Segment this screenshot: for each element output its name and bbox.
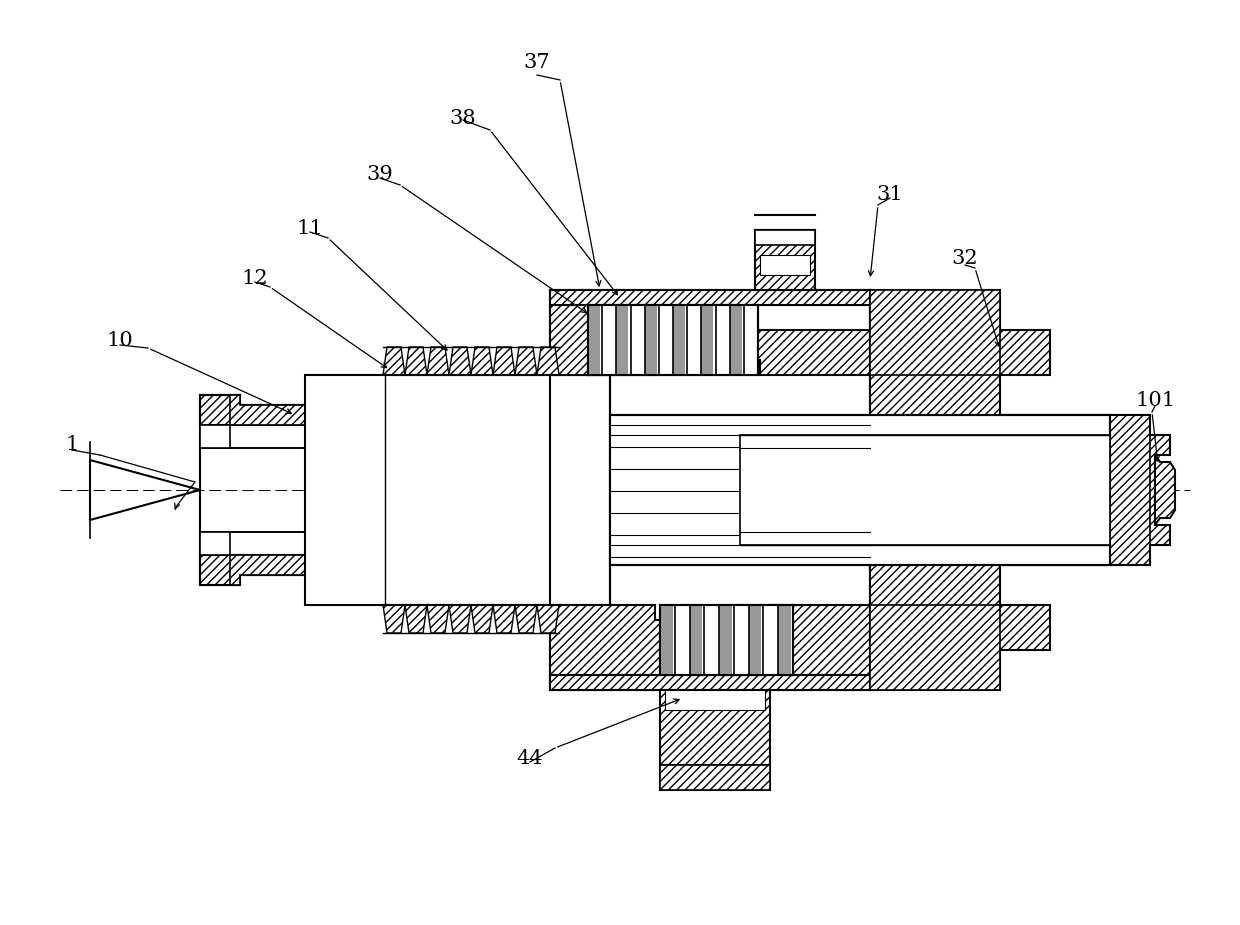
Polygon shape: [551, 290, 870, 305]
Bar: [660, 765, 770, 790]
Bar: [588, 305, 758, 375]
Text: 37: 37: [523, 53, 551, 71]
Bar: [702, 305, 713, 375]
Bar: [760, 255, 810, 275]
Text: 10: 10: [107, 330, 134, 350]
Polygon shape: [383, 605, 405, 633]
Bar: [734, 605, 746, 675]
Polygon shape: [405, 605, 427, 633]
Polygon shape: [870, 290, 999, 375]
Polygon shape: [427, 347, 449, 375]
Polygon shape: [537, 347, 559, 375]
Polygon shape: [405, 347, 427, 375]
Bar: [610, 415, 1110, 565]
Bar: [310, 415, 384, 430]
Bar: [660, 605, 672, 675]
Text: 11: 11: [296, 218, 324, 238]
Bar: [200, 555, 241, 585]
Polygon shape: [200, 395, 384, 448]
Text: 38: 38: [450, 108, 476, 128]
Polygon shape: [551, 305, 870, 375]
Text: 32: 32: [951, 249, 978, 267]
Polygon shape: [1110, 415, 1171, 565]
Bar: [673, 305, 684, 375]
Polygon shape: [755, 230, 815, 290]
Text: 101: 101: [1135, 390, 1176, 410]
Bar: [764, 605, 776, 675]
Bar: [305, 375, 610, 605]
Bar: [675, 605, 687, 675]
Bar: [200, 532, 229, 555]
Text: 12: 12: [242, 268, 268, 288]
Bar: [645, 305, 657, 375]
Polygon shape: [1154, 455, 1176, 525]
Polygon shape: [471, 605, 494, 633]
Bar: [588, 305, 600, 375]
Text: 44: 44: [517, 748, 543, 768]
Polygon shape: [660, 690, 770, 765]
Bar: [665, 690, 765, 710]
Polygon shape: [870, 290, 1110, 690]
Polygon shape: [471, 347, 494, 375]
Bar: [689, 605, 702, 675]
Bar: [603, 305, 614, 375]
Text: 1: 1: [66, 436, 78, 454]
Bar: [719, 605, 732, 675]
Bar: [729, 305, 742, 375]
Bar: [779, 605, 791, 675]
Polygon shape: [551, 605, 870, 675]
Bar: [744, 305, 756, 375]
Bar: [704, 605, 717, 675]
Polygon shape: [200, 532, 384, 585]
Bar: [740, 435, 1110, 545]
Polygon shape: [383, 347, 405, 375]
Polygon shape: [537, 605, 559, 633]
Bar: [715, 305, 728, 375]
Bar: [660, 605, 794, 675]
Polygon shape: [494, 605, 515, 633]
Bar: [200, 425, 229, 448]
Polygon shape: [515, 347, 537, 375]
Bar: [616, 305, 629, 375]
Text: 31: 31: [877, 186, 904, 204]
Polygon shape: [449, 347, 471, 375]
Bar: [687, 305, 699, 375]
Text: 39: 39: [367, 166, 393, 184]
Bar: [630, 305, 642, 375]
Polygon shape: [494, 347, 515, 375]
Bar: [241, 555, 310, 575]
Bar: [241, 405, 310, 425]
Polygon shape: [870, 605, 999, 690]
Bar: [740, 435, 1110, 545]
Bar: [658, 305, 671, 375]
Bar: [310, 550, 384, 565]
Polygon shape: [551, 675, 870, 690]
Bar: [200, 395, 241, 425]
Polygon shape: [515, 605, 537, 633]
Bar: [755, 230, 815, 245]
Polygon shape: [427, 605, 449, 633]
Polygon shape: [449, 605, 471, 633]
Bar: [749, 605, 761, 675]
